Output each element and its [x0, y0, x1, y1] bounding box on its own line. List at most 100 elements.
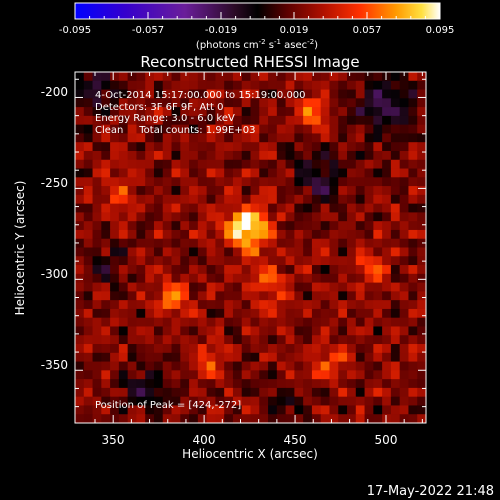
image-pixel	[83, 115, 94, 126]
image-pixel	[215, 221, 225, 231]
image-pixel	[390, 300, 401, 310]
image-pixel	[197, 229, 208, 240]
image-pixel	[241, 352, 251, 363]
image-pixel	[224, 247, 234, 257]
image-pixel	[408, 273, 418, 284]
image-pixel	[162, 405, 173, 415]
image-pixel	[232, 265, 243, 275]
image-pixel	[250, 194, 260, 205]
image-pixel	[417, 265, 426, 275]
image-pixel	[189, 221, 199, 231]
image-pixel	[259, 133, 269, 143]
image-pixel	[259, 300, 269, 310]
image-pixel	[399, 273, 409, 284]
image-pixel	[417, 212, 426, 222]
image-pixel	[224, 300, 234, 310]
image-pixel	[224, 80, 234, 91]
image-pixel	[417, 300, 426, 310]
image-pixel	[320, 335, 330, 345]
image-pixel	[276, 379, 287, 389]
image-pixel	[355, 387, 366, 398]
image-pixel	[268, 344, 278, 354]
image-pixel	[232, 300, 243, 310]
image-pixel	[338, 335, 348, 345]
image-pixel	[101, 107, 111, 117]
image-pixel	[171, 256, 181, 266]
image-pixel	[268, 352, 278, 363]
image-pixel	[268, 387, 278, 398]
image-pixel	[136, 107, 146, 117]
image-pixel	[408, 115, 418, 126]
image-pixel	[259, 352, 269, 363]
image-pixel	[311, 352, 322, 363]
image-pixel	[382, 405, 392, 415]
image-pixel	[224, 238, 234, 248]
image-pixel	[232, 370, 243, 380]
image-pixel	[110, 361, 120, 371]
image-pixel	[408, 98, 418, 108]
image-pixel	[417, 177, 426, 187]
image-pixel	[189, 186, 199, 196]
image-pixel	[329, 370, 339, 380]
image-pixel	[408, 212, 418, 222]
image-pixel	[92, 317, 102, 327]
image-pixel	[101, 72, 111, 82]
image-pixel	[373, 273, 383, 284]
image-pixel	[285, 133, 295, 143]
image-pixel	[338, 133, 348, 143]
image-pixel	[145, 142, 155, 152]
image-pixel	[92, 72, 102, 82]
image-pixel	[92, 335, 102, 345]
image-pixel	[145, 300, 155, 310]
image-pixel	[215, 194, 225, 205]
image-pixel	[215, 150, 225, 161]
image-pixel	[347, 115, 357, 126]
image-pixel	[189, 142, 199, 152]
image-pixel	[320, 203, 330, 213]
image-pixel	[311, 265, 322, 275]
image-pixel	[224, 221, 234, 231]
image-pixel	[145, 379, 155, 389]
image-pixel	[338, 414, 348, 423]
image-pixel	[153, 168, 164, 178]
image-pixel	[145, 186, 155, 196]
image-pixel	[118, 308, 129, 319]
image-pixel	[276, 308, 287, 319]
image-pixel	[373, 89, 383, 99]
image-pixel	[110, 107, 120, 117]
image-pixel	[355, 89, 366, 99]
image-pixel	[118, 379, 129, 389]
rhessi-image	[75, 72, 426, 423]
image-pixel	[75, 326, 85, 336]
image-pixel	[232, 177, 243, 187]
image-pixel	[276, 282, 287, 292]
image-pixel	[311, 387, 322, 398]
image-pixel	[153, 186, 164, 196]
image-pixel	[232, 352, 243, 363]
image-pixel	[136, 256, 146, 266]
image-pixel	[373, 300, 383, 310]
colorbar-tick-label: -0.095	[59, 25, 91, 36]
info-time-range: 4-Oct-2014 15:17:00.000 to 15:19:00.000	[95, 90, 306, 101]
image-pixel	[399, 238, 409, 248]
image-pixel	[250, 335, 260, 345]
image-pixel	[373, 159, 383, 170]
image-pixel	[373, 212, 383, 222]
image-pixel	[215, 124, 225, 134]
image-pixel	[408, 177, 418, 187]
image-pixel	[189, 344, 199, 354]
image-pixel	[83, 221, 94, 231]
image-pixel	[347, 300, 357, 310]
image-pixel	[382, 203, 392, 213]
image-pixel	[145, 177, 155, 187]
image-pixel	[180, 124, 190, 134]
image-pixel	[110, 247, 120, 257]
image-pixel	[171, 80, 181, 91]
image-pixel	[241, 168, 251, 178]
image-pixel	[417, 89, 426, 99]
image-pixel	[285, 379, 295, 389]
image-pixel	[268, 291, 278, 301]
image-pixel	[101, 80, 111, 91]
image-pixel	[399, 300, 409, 310]
image-pixel	[311, 221, 322, 231]
